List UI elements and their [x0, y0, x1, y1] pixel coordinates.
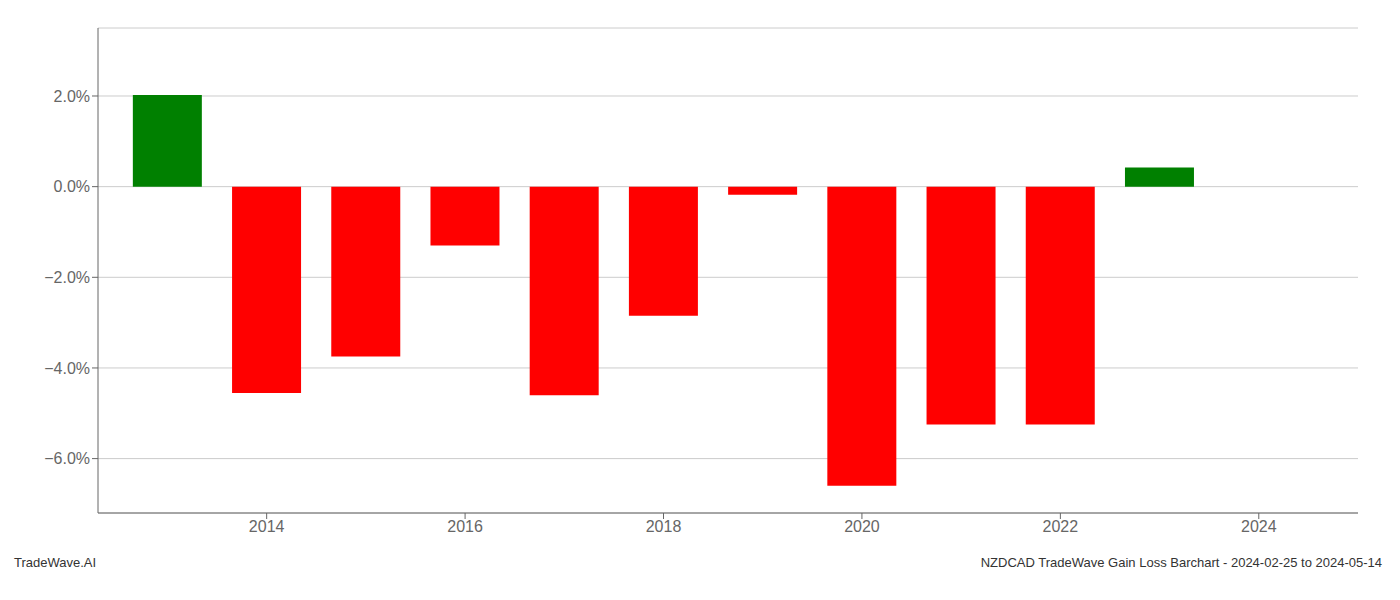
svg-text:2020: 2020	[844, 518, 880, 535]
svg-text:2016: 2016	[447, 518, 483, 535]
svg-text:2018: 2018	[646, 518, 682, 535]
svg-text:−4.0%: −4.0%	[44, 360, 90, 377]
html-text:NZDCAD TradeWave Gain Loss Bar: NZDCAD TradeWave Gain Loss Barchart - 20…	[980, 555, 1382, 570]
svg-text:−2.0%: −2.0%	[44, 269, 90, 286]
svg-text:2.0%: 2.0%	[54, 88, 90, 105]
svg-text:0.0%: 0.0%	[54, 178, 90, 195]
svg-text:2014: 2014	[249, 518, 285, 535]
svg-text:2024: 2024	[1241, 518, 1277, 535]
svg-text:−6.0%: −6.0%	[44, 450, 90, 467]
svg-text:2022: 2022	[1043, 518, 1079, 535]
html-text:TradeWave.AI: TradeWave.AI	[14, 555, 97, 570]
